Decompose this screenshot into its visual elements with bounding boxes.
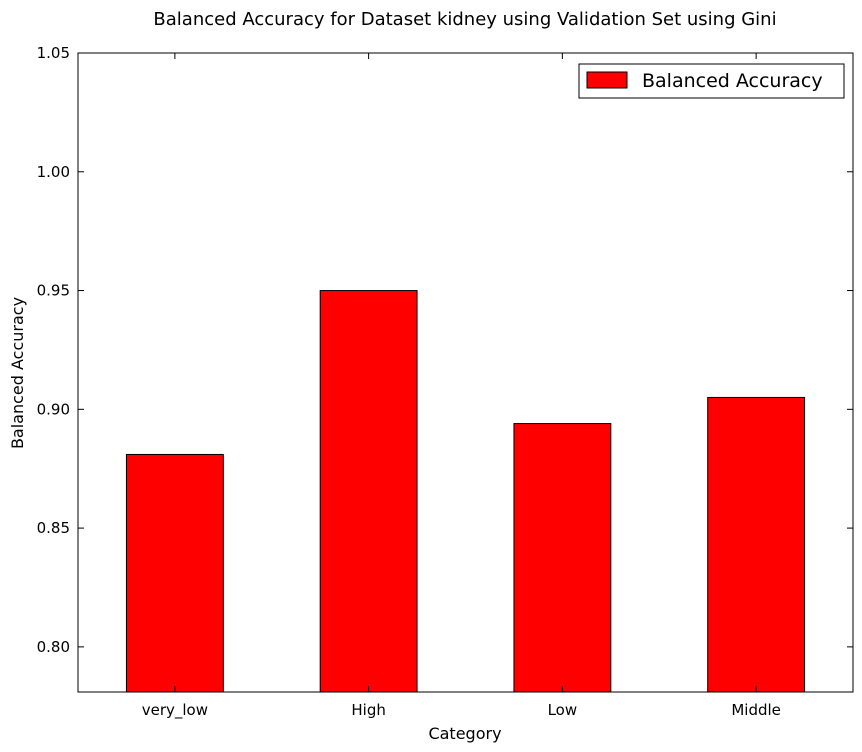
legend-label: Balanced Accuracy bbox=[642, 70, 823, 92]
x-tick-label: Low bbox=[548, 701, 578, 719]
x-axis-ticks: very_low High Low Middle bbox=[142, 53, 781, 720]
y-axis-label: Balanced Accuracy bbox=[8, 297, 27, 449]
bar-Middle bbox=[707, 396, 806, 693]
y-tick-label: 1.00 bbox=[37, 163, 70, 181]
legend: Balanced Accuracy bbox=[578, 63, 845, 99]
y-tick-label: 1.05 bbox=[37, 44, 70, 62]
y-tick-label: 0.95 bbox=[37, 282, 70, 300]
chart-title: Balanced Accuracy for Dataset kidney usi… bbox=[153, 9, 776, 30]
bar-very_low bbox=[125, 453, 224, 693]
x-axis-label: Category bbox=[428, 724, 501, 743]
y-tick-label: 0.80 bbox=[37, 638, 70, 656]
y-tick-label: 0.90 bbox=[37, 400, 70, 418]
x-tick-label: very_low bbox=[142, 701, 208, 720]
x-tick-label: Middle bbox=[731, 701, 781, 719]
bar-Low bbox=[513, 423, 612, 693]
plot-frame bbox=[77, 52, 854, 693]
x-tick-label: High bbox=[351, 701, 385, 719]
bar-High bbox=[319, 290, 418, 693]
bars-group bbox=[125, 290, 806, 693]
y-axis-ticks: 0.80 0.85 0.90 0.95 1.00 1.05 bbox=[37, 44, 853, 656]
legend-swatch bbox=[586, 71, 628, 89]
y-tick-label: 0.85 bbox=[37, 519, 70, 537]
